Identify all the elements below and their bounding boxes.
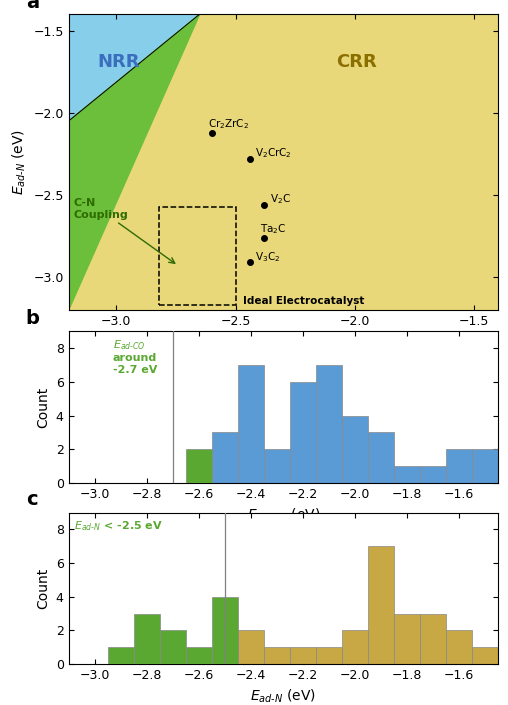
Bar bbox=[264, 449, 290, 483]
Text: V$_3$C$_2$: V$_3$C$_2$ bbox=[256, 250, 281, 264]
Bar bbox=[342, 415, 368, 483]
Text: Cr$_2$ZrC$_2$: Cr$_2$ZrC$_2$ bbox=[207, 117, 248, 131]
Bar bbox=[160, 630, 185, 664]
Polygon shape bbox=[69, 14, 200, 310]
Bar bbox=[368, 432, 394, 483]
Bar bbox=[420, 466, 446, 483]
Text: Ideal Electrocatalyst: Ideal Electrocatalyst bbox=[243, 295, 364, 306]
Y-axis label: Count: Count bbox=[36, 568, 50, 609]
Bar bbox=[316, 647, 342, 664]
Bar bbox=[472, 449, 498, 483]
Y-axis label: $E_{ad\text{-}N}$ (eV): $E_{ad\text{-}N}$ (eV) bbox=[10, 129, 28, 195]
Bar bbox=[420, 613, 446, 664]
Y-axis label: Count: Count bbox=[36, 386, 50, 428]
Bar bbox=[368, 546, 394, 664]
Bar bbox=[290, 382, 316, 483]
Bar bbox=[394, 613, 420, 664]
Bar bbox=[472, 647, 498, 664]
Bar bbox=[264, 647, 290, 664]
Bar bbox=[108, 647, 134, 664]
Text: a: a bbox=[25, 0, 39, 12]
Bar bbox=[159, 207, 236, 305]
Text: $E_{ad\text{-}CO}$
around
-2.7 eV: $E_{ad\text{-}CO}$ around -2.7 eV bbox=[113, 338, 157, 375]
Bar bbox=[498, 466, 508, 483]
X-axis label: $E_{ad\text{-}N}$ (eV): $E_{ad\text{-}N}$ (eV) bbox=[250, 687, 316, 705]
Bar bbox=[134, 613, 160, 664]
Polygon shape bbox=[69, 14, 200, 121]
Text: V$_2$CrC$_2$: V$_2$CrC$_2$ bbox=[256, 146, 292, 160]
Bar bbox=[394, 466, 420, 483]
Bar bbox=[212, 432, 238, 483]
X-axis label: $E_{ad\text{-}CO}$ (eV): $E_{ad\text{-}CO}$ (eV) bbox=[246, 333, 320, 351]
Bar bbox=[290, 647, 316, 664]
Bar bbox=[498, 613, 508, 664]
Text: NRR: NRR bbox=[97, 53, 140, 70]
Text: Ta$_2$C: Ta$_2$C bbox=[260, 222, 287, 236]
Bar bbox=[316, 365, 342, 483]
Text: b: b bbox=[25, 309, 40, 328]
X-axis label: $E_{ad\text{-}CO}$ (eV): $E_{ad\text{-}CO}$ (eV) bbox=[246, 506, 320, 524]
Bar bbox=[212, 596, 238, 664]
Text: V$_2$C: V$_2$C bbox=[270, 192, 291, 206]
Text: c: c bbox=[25, 490, 37, 509]
Bar bbox=[238, 365, 264, 483]
Text: $E_{ad\text{-}N}$ < -2.5 eV: $E_{ad\text{-}N}$ < -2.5 eV bbox=[74, 520, 163, 533]
Bar bbox=[342, 630, 368, 664]
Bar bbox=[238, 630, 264, 664]
Bar bbox=[185, 449, 212, 483]
Bar bbox=[446, 449, 472, 483]
Text: CRR: CRR bbox=[336, 53, 376, 70]
Text: C-N
Coupling: C-N Coupling bbox=[73, 198, 128, 220]
Bar bbox=[185, 647, 212, 664]
Bar bbox=[446, 630, 472, 664]
